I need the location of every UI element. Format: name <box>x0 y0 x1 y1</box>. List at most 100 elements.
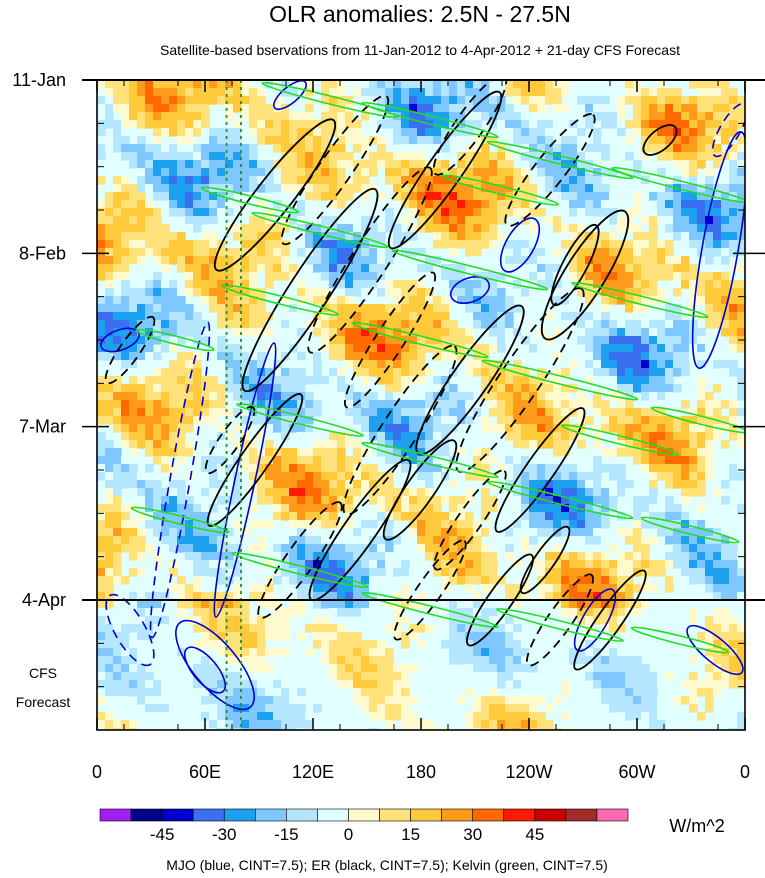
heat-cell <box>377 120 386 129</box>
heat-cell <box>521 192 530 201</box>
heat-cell <box>441 408 450 417</box>
heat-cell <box>201 472 210 481</box>
heat-cell <box>433 384 442 393</box>
heat-cell <box>153 96 162 105</box>
heat-cell <box>129 384 138 393</box>
heat-cell <box>705 144 714 153</box>
heat-cell <box>617 416 626 425</box>
heat-cell <box>353 688 362 697</box>
heat-cell <box>377 240 386 249</box>
heat-cell <box>681 264 690 273</box>
heat-cell <box>193 192 202 201</box>
heat-cell <box>441 664 450 673</box>
heat-cell <box>313 248 322 257</box>
heat-cell <box>257 400 266 409</box>
heat-cell <box>713 432 722 441</box>
heat-cell <box>633 528 642 537</box>
heat-cell <box>465 712 474 721</box>
heat-cell <box>297 600 306 609</box>
heat-cell <box>193 480 202 489</box>
heat-cell <box>481 152 490 161</box>
heat-cell <box>409 176 418 185</box>
heat-cell <box>233 96 242 105</box>
heat-cell <box>153 704 162 713</box>
heat-cell <box>145 200 154 209</box>
heat-cell <box>121 576 130 585</box>
heat-cell <box>145 592 154 601</box>
heat-cell <box>681 680 690 689</box>
heat-cell <box>273 496 282 505</box>
heat-cell <box>313 256 322 265</box>
heat-cell <box>513 304 522 313</box>
heat-cell <box>401 216 410 225</box>
heat-cell <box>681 216 690 225</box>
heat-cell <box>425 168 434 177</box>
heat-cell <box>225 312 234 321</box>
heat-cell <box>465 488 474 497</box>
heat-cell <box>305 480 314 489</box>
heat-cell <box>129 552 138 561</box>
heat-cell <box>561 416 570 425</box>
heat-cell <box>705 256 714 265</box>
heat-cell <box>657 352 666 361</box>
heat-cell <box>113 360 122 369</box>
heat-cell <box>265 464 274 473</box>
heat-cell <box>425 200 434 209</box>
heat-cell <box>241 712 250 721</box>
heat-cell <box>161 512 170 521</box>
heat-cell <box>489 96 498 105</box>
heat-cell <box>681 576 690 585</box>
heat-cell <box>425 144 434 153</box>
heat-cell <box>633 336 642 345</box>
heat-cell <box>505 720 514 729</box>
heat-cell <box>97 144 106 153</box>
heat-cell <box>105 720 114 729</box>
heat-cell <box>417 456 426 465</box>
heat-cell <box>585 248 594 257</box>
heat-cell <box>441 376 450 385</box>
heat-cell <box>273 232 282 241</box>
heat-cell <box>585 368 594 377</box>
heat-cell <box>545 392 554 401</box>
heat-cell <box>161 248 170 257</box>
heat-cell <box>297 480 306 489</box>
heat-cell <box>265 664 274 673</box>
heat-cell <box>161 296 170 305</box>
heat-cell <box>641 664 650 673</box>
heat-cell <box>505 80 514 89</box>
heat-cell <box>401 432 410 441</box>
heat-cell <box>681 224 690 233</box>
heat-cell <box>233 216 242 225</box>
heat-cell <box>505 592 514 601</box>
heat-cell <box>617 280 626 289</box>
heat-cell <box>177 360 186 369</box>
heat-cell <box>297 688 306 697</box>
heat-cell <box>313 536 322 545</box>
heat-cell <box>601 400 610 409</box>
heat-cell <box>193 624 202 633</box>
heat-cell <box>345 504 354 513</box>
heat-cell <box>465 344 474 353</box>
heat-cell <box>713 136 722 145</box>
heat-cell <box>649 712 658 721</box>
heat-cell <box>601 656 610 665</box>
heat-cell <box>385 256 394 265</box>
heat-cell <box>681 352 690 361</box>
heat-cell <box>433 232 442 241</box>
heat-cell <box>321 472 330 481</box>
heat-cell <box>689 152 698 161</box>
heat-cell <box>225 672 234 681</box>
heat-cell <box>345 128 354 137</box>
heat-cell <box>409 352 418 361</box>
heat-cell <box>353 336 362 345</box>
heat-cell <box>737 432 745 441</box>
heat-cell <box>241 688 250 697</box>
heat-cell <box>713 272 722 281</box>
heat-cell <box>401 256 410 265</box>
heat-cell <box>713 472 722 481</box>
heat-cell <box>241 192 250 201</box>
heat-cell <box>169 400 178 409</box>
heat-cell <box>569 512 578 521</box>
heat-cell <box>337 176 346 185</box>
heat-cell <box>321 464 330 473</box>
